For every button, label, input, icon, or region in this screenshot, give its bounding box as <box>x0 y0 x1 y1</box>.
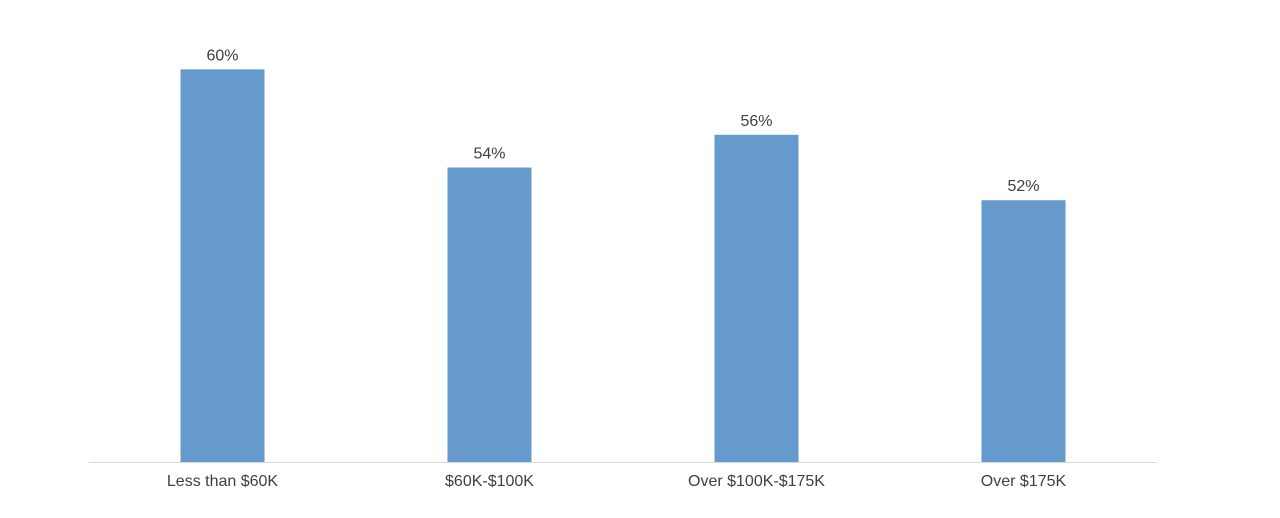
x-tick-label: $60K-$100K <box>445 473 534 490</box>
x-tick-label: Less than $60K <box>167 473 279 490</box>
data-label: 54% <box>473 146 505 163</box>
data-label: 56% <box>740 113 772 130</box>
bar <box>714 134 799 463</box>
bar <box>180 69 265 463</box>
data-label: 52% <box>1007 178 1039 195</box>
bars-layer <box>180 69 1066 463</box>
bar <box>981 200 1066 463</box>
data-label: 60% <box>206 47 238 64</box>
x-tick-label: Over $175K <box>981 473 1067 490</box>
labels-layer: 60% Less than $60K 54% $60K-$100K 56% Over $1… <box>167 47 1067 490</box>
x-tick-label: Over $100K-$175K <box>688 473 825 490</box>
bar <box>447 167 532 462</box>
